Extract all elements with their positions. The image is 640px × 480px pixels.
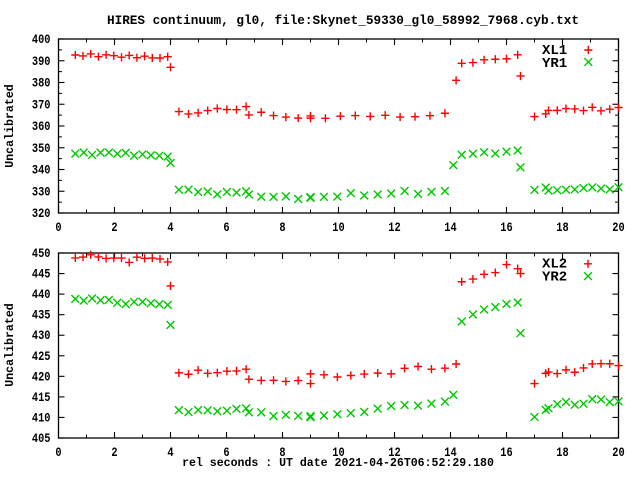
svg-text:rel seconds : UT date 2021-04-: rel seconds : UT date 2021-04-26T06:52:2… [182, 457, 494, 470]
svg-text:10: 10 [332, 220, 345, 235]
svg-text:16: 16 [500, 220, 513, 235]
svg-text:415: 415 [32, 390, 51, 405]
svg-text:430: 430 [32, 328, 51, 343]
svg-text:20: 20 [612, 445, 625, 460]
svg-text:Uncalibrated: Uncalibrated [4, 84, 17, 168]
svg-text:400: 400 [32, 32, 51, 47]
svg-text:YR1: YR1 [542, 56, 567, 72]
svg-text:320: 320 [32, 206, 51, 221]
svg-text:HIRES continuum, gl0, file:Sky: HIRES continuum, gl0, file:Skynet_59330_… [107, 13, 579, 28]
svg-text:405: 405 [32, 431, 51, 446]
svg-text:370: 370 [32, 97, 51, 112]
svg-text:435: 435 [32, 308, 51, 323]
svg-text:0: 0 [55, 445, 61, 460]
svg-text:450: 450 [32, 246, 51, 261]
svg-text:330: 330 [32, 184, 51, 199]
svg-text:18: 18 [556, 445, 569, 460]
svg-text:445: 445 [32, 267, 51, 282]
svg-text:6: 6 [223, 220, 229, 235]
svg-text:340: 340 [32, 163, 51, 178]
svg-text:18: 18 [556, 220, 569, 235]
svg-text:4: 4 [167, 445, 173, 460]
svg-text:410: 410 [32, 410, 51, 425]
svg-text:14: 14 [444, 220, 457, 235]
svg-text:350: 350 [32, 141, 51, 156]
svg-text:Uncalibrated: Uncalibrated [4, 303, 17, 387]
svg-text:440: 440 [32, 287, 51, 302]
svg-text:425: 425 [32, 349, 51, 364]
svg-text:16: 16 [500, 445, 513, 460]
svg-text:YR2: YR2 [542, 270, 567, 286]
svg-text:2: 2 [111, 445, 117, 460]
svg-text:12: 12 [388, 220, 401, 235]
svg-text:360: 360 [32, 119, 51, 134]
svg-text:380: 380 [32, 76, 51, 91]
svg-text:390: 390 [32, 54, 51, 69]
svg-text:4: 4 [167, 220, 173, 235]
svg-text:20: 20 [612, 220, 625, 235]
svg-text:8: 8 [279, 220, 285, 235]
svg-text:420: 420 [32, 369, 51, 384]
svg-text:2: 2 [111, 220, 117, 235]
svg-text:0: 0 [55, 220, 61, 235]
